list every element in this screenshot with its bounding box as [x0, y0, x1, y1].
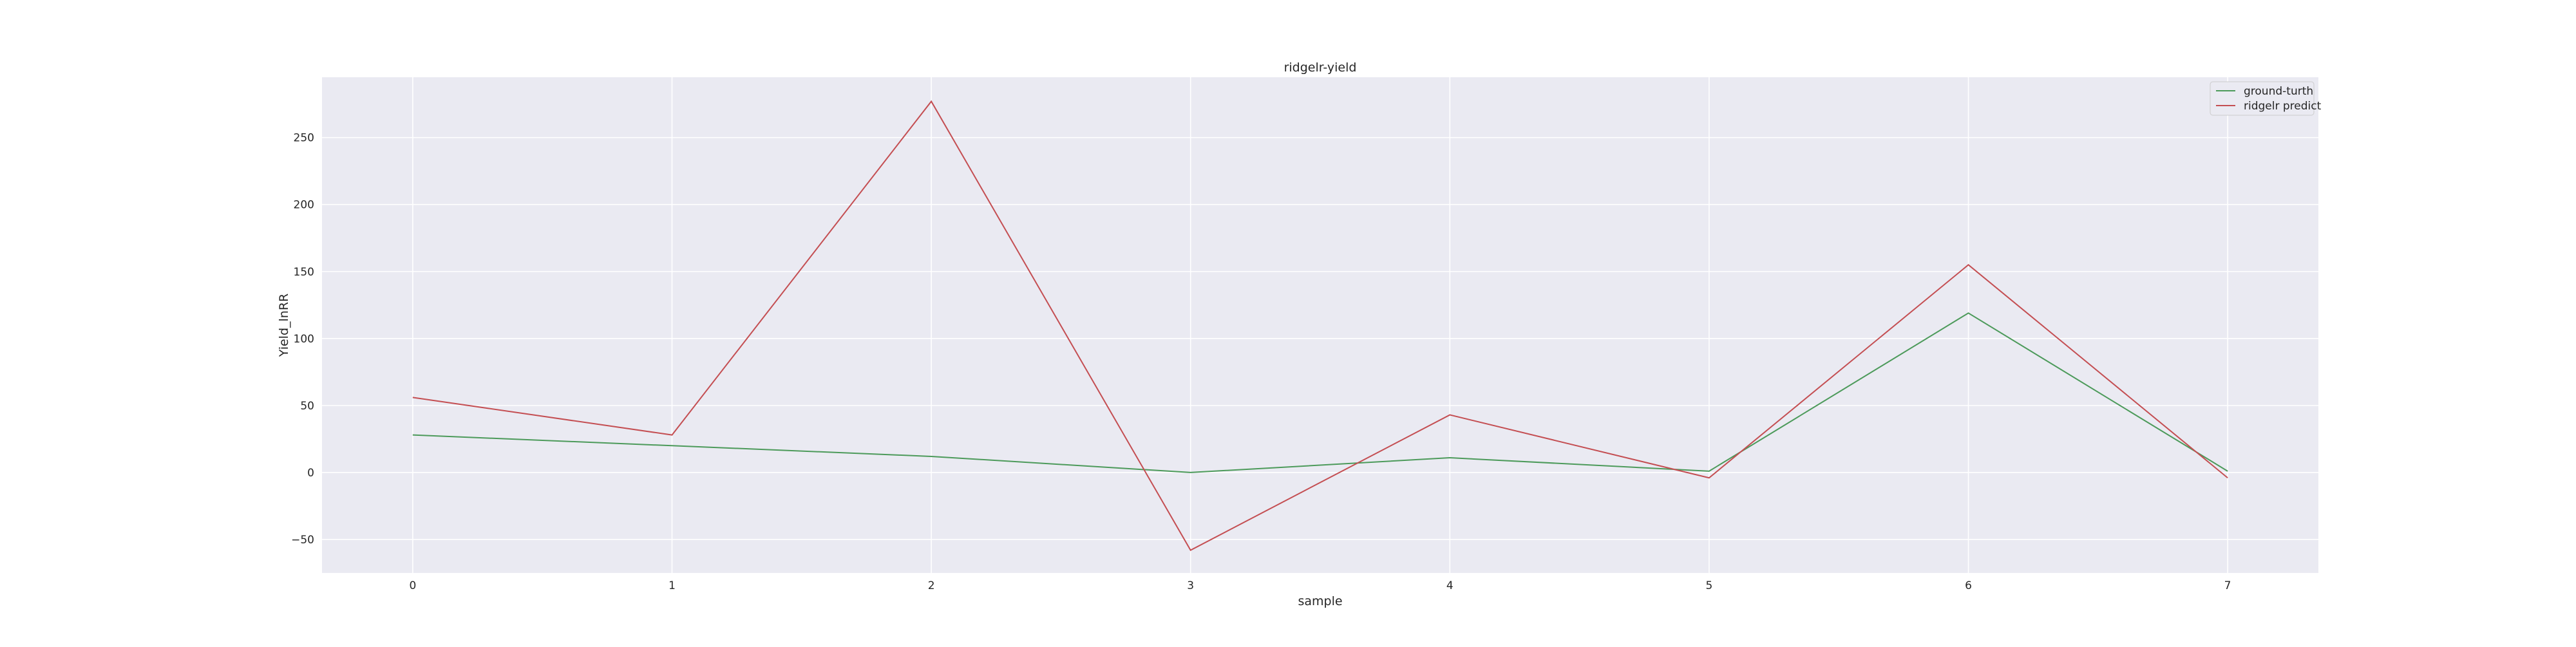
y-tick-label: 250 [294, 132, 314, 145]
x-axis-title: sample [1298, 594, 1342, 608]
y-tick-label: 200 [294, 199, 314, 212]
legend: ground-turth ridgelr predict [2210, 82, 2322, 115]
x-tick-label: 3 [1187, 579, 1194, 592]
y-tick-label: 150 [294, 266, 314, 279]
chart-title: ridgelr-yield [1284, 61, 1357, 75]
x-tick-label: 4 [1446, 579, 1454, 592]
legend-label-ridgelr-predict: ridgelr predict [2244, 100, 2322, 113]
y-axis-title: Yield_lnRR [277, 294, 291, 357]
plot-area [322, 77, 2318, 573]
y-tick-label: 0 [307, 467, 314, 480]
x-tick-label: 7 [2224, 579, 2231, 592]
x-tick-label: 6 [1965, 579, 1972, 592]
y-tick-label: 100 [294, 333, 314, 346]
y-tick-label: 50 [300, 400, 314, 413]
x-tick-label: 2 [928, 579, 935, 592]
x-tick-label: 1 [668, 579, 676, 592]
x-tick-label: 0 [409, 579, 416, 592]
legend-label-ground-turth: ground-turth [2244, 85, 2313, 98]
y-tick-label: −50 [291, 534, 314, 547]
x-tick-label: 5 [1705, 579, 1712, 592]
